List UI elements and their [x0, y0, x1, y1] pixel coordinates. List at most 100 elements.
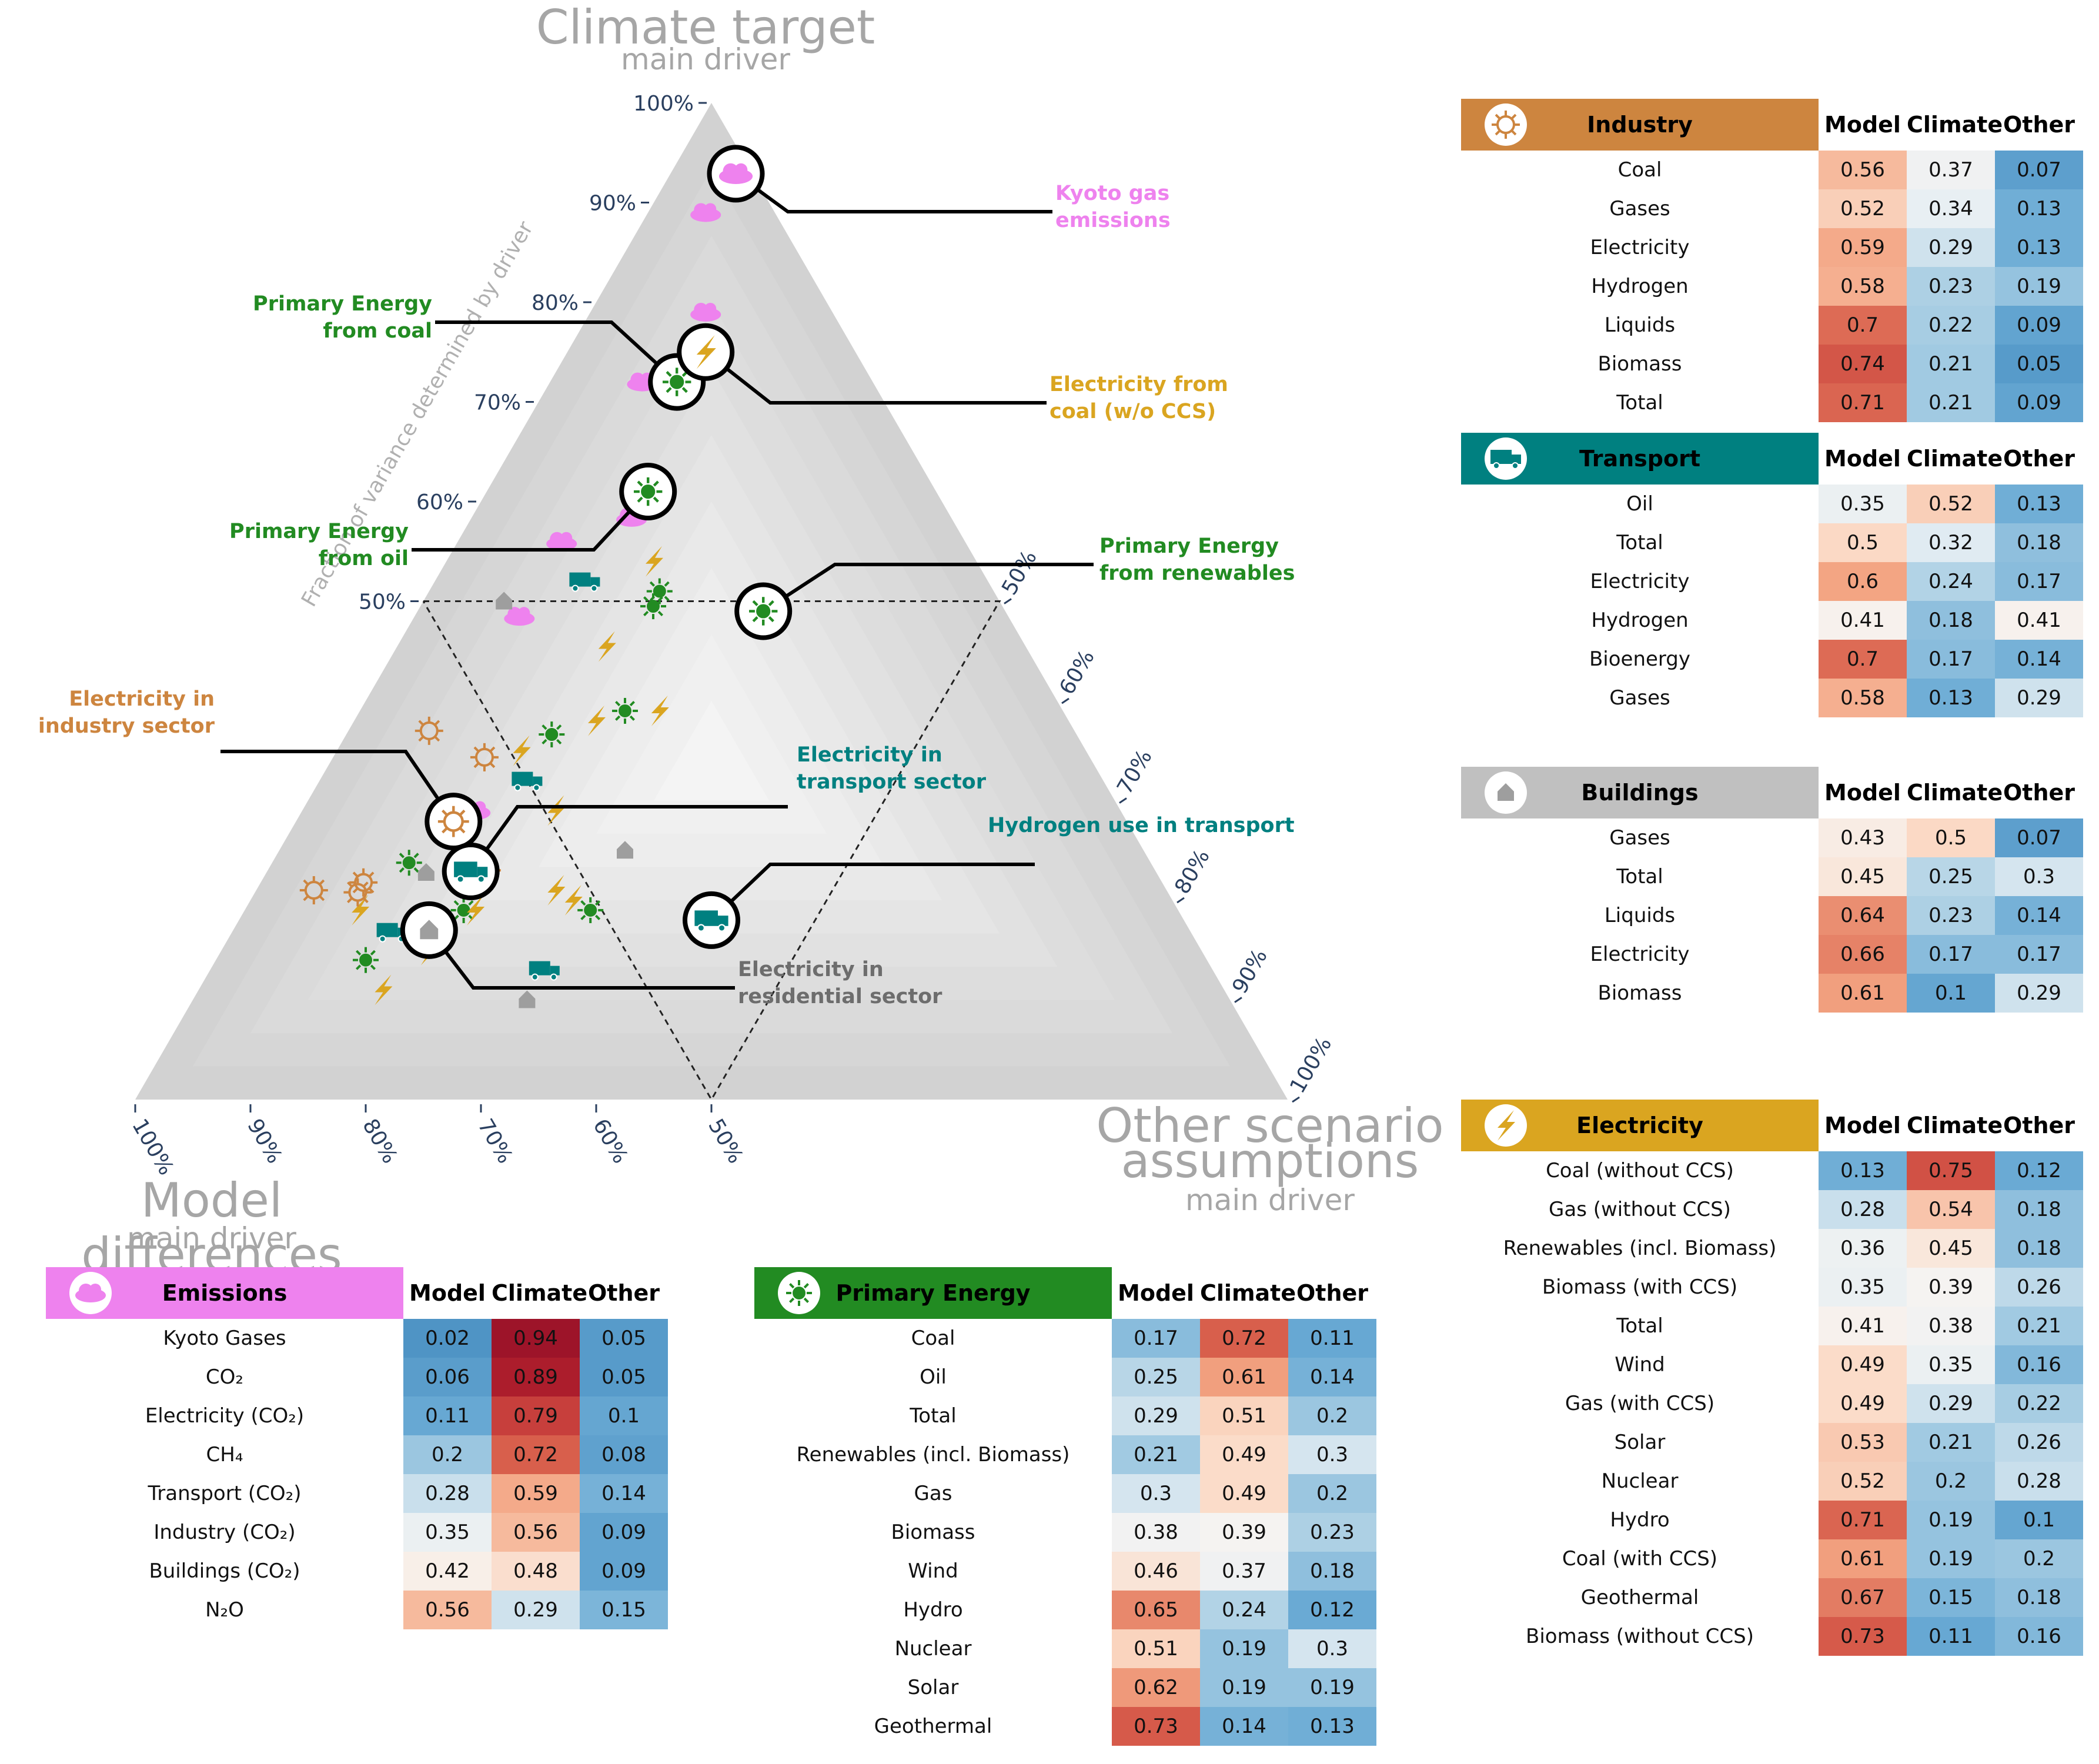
tick-mark — [1004, 598, 1012, 604]
sun-gear-icon — [468, 900, 474, 906]
tick-label: 50% — [997, 546, 1042, 599]
truck-icon — [694, 910, 718, 926]
row-label: Gas (without CCS) — [1549, 1198, 1731, 1221]
table-cell: 0.21 — [1907, 345, 1995, 383]
row-label: Geothermal — [1580, 1586, 1699, 1609]
column-header: Climate — [1200, 1280, 1296, 1306]
table-cell: 0.3 — [1288, 1629, 1376, 1668]
marker-primary — [539, 721, 565, 748]
sun-gear-icon — [752, 600, 758, 606]
sun-gear-icon — [803, 1297, 809, 1303]
sun-gear-icon — [356, 964, 362, 970]
marker-electricity — [651, 695, 669, 726]
row-label: Biomass — [891, 1521, 975, 1544]
table-cell: 0.29 — [1907, 1384, 1995, 1423]
ternary-plot: 50% 60% 70% 80% 90% 100% 100% 90% 80% 70% 60% 50% 50… — [38, 92, 1336, 1180]
lightning-icon — [547, 875, 566, 906]
truck-icon — [456, 875, 464, 883]
row-label: Total — [910, 1404, 957, 1428]
column-header: Other — [2003, 1112, 2075, 1138]
tick-label: 60% — [416, 490, 463, 514]
row-label: Gases — [1609, 197, 1670, 220]
sun-gear-icon — [594, 900, 601, 906]
table-cell: 0.18 — [1288, 1552, 1376, 1591]
tick-mark — [1119, 797, 1127, 804]
truck-icon — [717, 924, 726, 932]
truck-icon — [550, 965, 560, 975]
lightning-icon — [646, 546, 663, 577]
callouts: Kyoto gas emissions Primary Energy from coa… — [38, 145, 1295, 1008]
truck-icon — [514, 784, 522, 791]
column-header: Model — [1824, 780, 1901, 806]
callout-label: from oil — [319, 547, 409, 570]
row-label: Gas — [914, 1482, 952, 1505]
row-label: Gases — [1609, 686, 1670, 710]
table-cell: 0.29 — [1995, 679, 2083, 717]
table-cell: 0.22 — [1907, 306, 1995, 345]
sun-gear-icon — [594, 914, 601, 920]
table-cell: 0.6 — [1819, 562, 1907, 601]
table-cell: 0.45 — [1907, 1229, 1995, 1268]
tick-mark — [1061, 697, 1069, 704]
marker-primary — [612, 697, 638, 724]
table-title: Emissions — [162, 1280, 288, 1306]
sun-gear-icon — [619, 704, 631, 717]
sun-gear-icon — [752, 616, 758, 623]
table-cell: 0.49 — [1200, 1474, 1288, 1513]
lightning-icon — [1485, 1104, 1527, 1147]
tick-mark — [1176, 897, 1185, 904]
row-label: Gas (with CCS) — [1565, 1392, 1715, 1415]
table-cell: 0.23 — [1288, 1513, 1376, 1552]
marker-primary — [353, 947, 379, 973]
table-cell: 0.32 — [1907, 523, 1995, 562]
sun-gear-icon — [653, 496, 659, 503]
callout: Primary Energy from oil — [229, 463, 677, 570]
table-cell: 0.28 — [403, 1474, 492, 1513]
truck-icon — [1512, 462, 1519, 469]
table-cell: 0.41 — [1819, 1307, 1907, 1345]
table-cell: 0.51 — [1200, 1396, 1288, 1435]
callout-label: Primary Energy — [1099, 534, 1279, 558]
table-header: Transport — [1461, 433, 1819, 485]
truck-icon — [477, 867, 488, 877]
sun-gear-icon — [399, 853, 405, 858]
house-icon — [496, 592, 513, 610]
sun-gear-icon — [756, 604, 771, 619]
column-header: Climate — [1907, 112, 2003, 138]
table-cell: 0.3 — [1995, 857, 2083, 896]
marker-emissions — [504, 607, 535, 626]
tick-label: 90% — [242, 1115, 287, 1168]
tick-label: 90% — [1228, 945, 1272, 998]
callout-label: Electricity in — [69, 687, 215, 711]
tick-label: 70% — [473, 1115, 517, 1168]
truck-icon — [477, 875, 485, 883]
table-cell: 0.13 — [1907, 679, 1995, 717]
marker-emissions — [690, 302, 721, 322]
table-cell: 0.38 — [1112, 1513, 1200, 1552]
sun-gear-icon — [664, 581, 670, 587]
truck-icon — [1485, 437, 1527, 480]
row-label: Hydrogen — [1591, 275, 1689, 298]
table-cell: 0.35 — [403, 1513, 492, 1552]
marker-electricity — [598, 631, 616, 662]
top-axis-subtitle: main driver — [621, 42, 790, 76]
sun-gear-icon — [653, 584, 666, 598]
truck-icon — [531, 973, 539, 981]
table-cell: 0.14 — [1288, 1358, 1376, 1396]
table-cell: 0.46 — [1112, 1552, 1200, 1591]
table-cell: 0.09 — [1995, 306, 2083, 345]
table-cell: 0.12 — [1995, 1151, 2083, 1190]
table-cell: 0.38 — [1907, 1307, 1995, 1345]
marker-electricity — [352, 894, 370, 926]
cloud-icon — [507, 607, 522, 622]
column-header: Climate — [1907, 1112, 2003, 1138]
table-cell: 0.09 — [1995, 383, 2083, 422]
house-icon — [417, 863, 434, 881]
truck-icon — [1493, 462, 1500, 469]
table-cell: 0.3 — [1112, 1474, 1200, 1513]
table-cell: 0.07 — [1995, 151, 2083, 189]
table-cell: 0.08 — [580, 1435, 668, 1474]
sun-gear-icon — [629, 715, 635, 721]
cloud-icon — [734, 163, 748, 176]
